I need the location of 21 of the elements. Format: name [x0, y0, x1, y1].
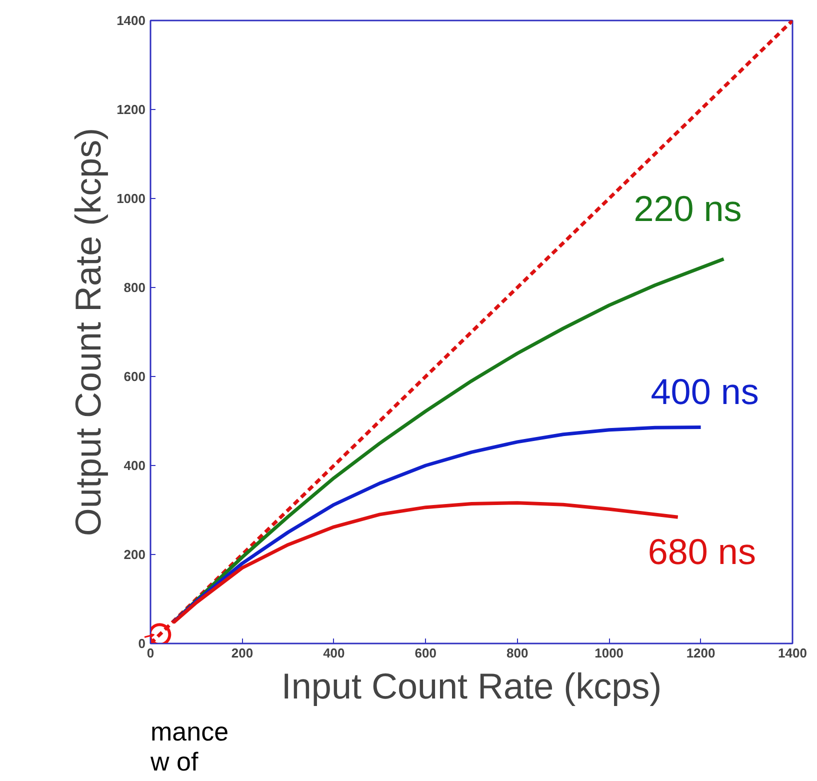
y-tick-label: 200: [124, 547, 146, 562]
y-axis-title: Output Count Rate (kcps): [68, 128, 109, 536]
y-tick-label: 600: [124, 369, 146, 384]
x-tick-label: 600: [414, 646, 436, 660]
x-tick-label: 1000: [594, 646, 624, 660]
y-tick-label: 1200: [116, 102, 146, 117]
x-tick-label: 200: [231, 646, 254, 660]
series-label: 680 ns: [648, 531, 756, 572]
x-tick-label: 1200: [686, 646, 716, 660]
x-tick-label: 400: [323, 646, 345, 660]
y-tick-label: 400: [124, 458, 146, 473]
y-tick-label: 1400: [116, 13, 146, 28]
series-label: 220 ns: [634, 188, 742, 230]
x-tick-label: 800: [506, 646, 528, 660]
series-label: 400 ns: [650, 371, 759, 412]
y-tick-label: 800: [124, 280, 146, 295]
y-tick-label: 0: [138, 636, 146, 651]
text: mance w of: [150, 716, 229, 776]
x-tick-label: 1400: [778, 646, 807, 660]
x-axis-title: Input Count Rate (kcps): [281, 666, 662, 706]
y-tick-label: 1000: [116, 191, 146, 206]
